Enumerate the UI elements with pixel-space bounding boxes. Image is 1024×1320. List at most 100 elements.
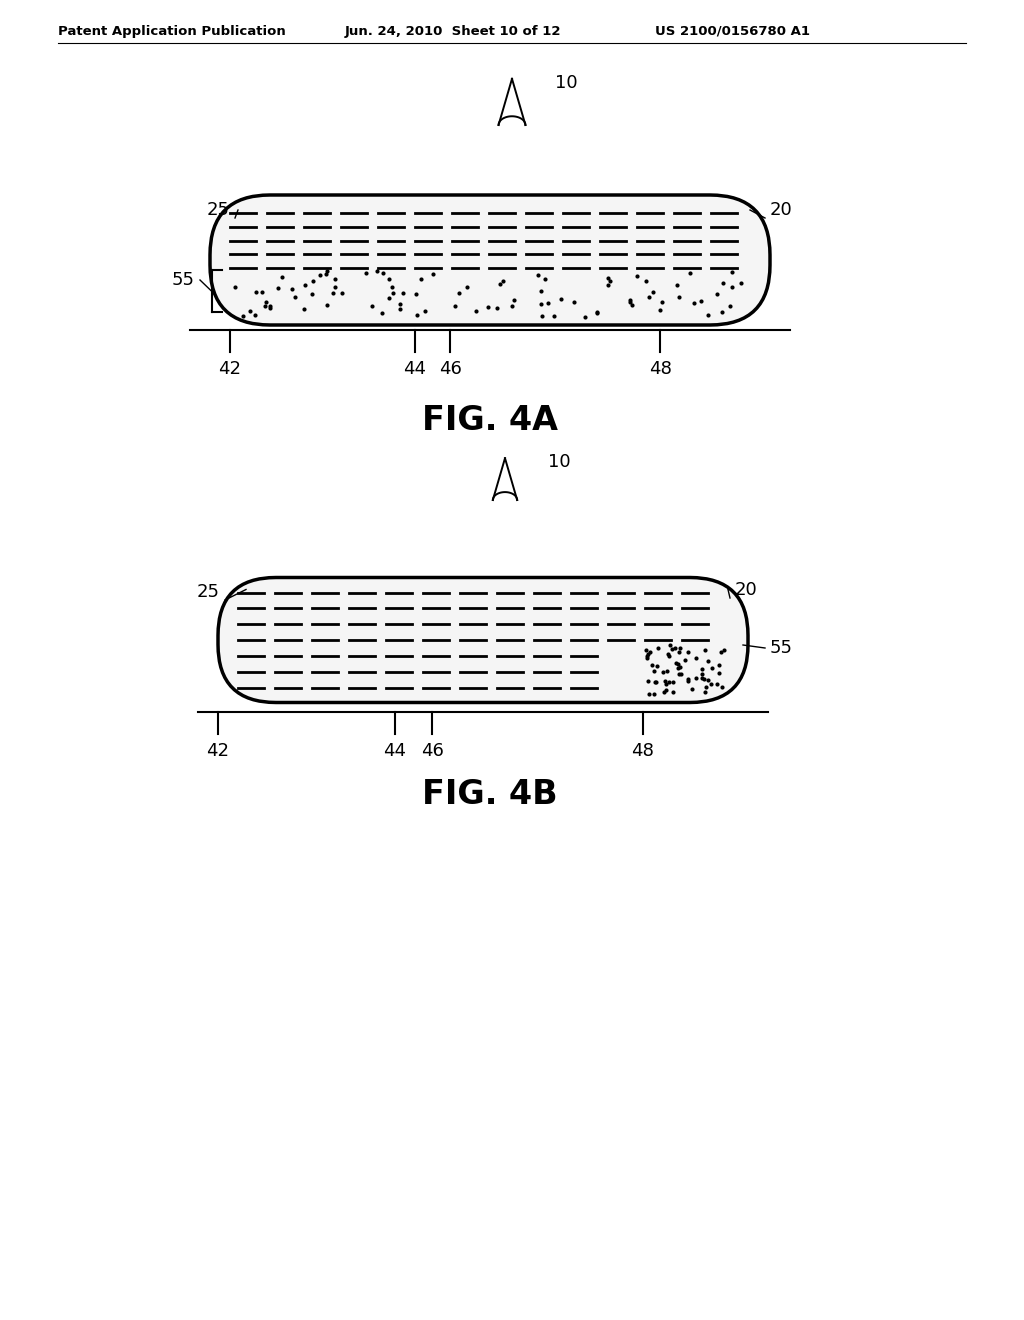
Point — [668, 652, 684, 673]
Point — [327, 269, 343, 290]
Point — [506, 289, 522, 310]
Point — [317, 264, 334, 285]
Point — [665, 681, 681, 702]
Point — [665, 639, 681, 660]
Point — [384, 276, 400, 297]
Point — [667, 638, 683, 659]
Point — [577, 306, 593, 327]
Point — [334, 282, 350, 304]
Point — [688, 647, 705, 668]
Point — [711, 663, 727, 684]
Point — [262, 298, 279, 319]
Text: 20: 20 — [770, 201, 793, 219]
Point — [640, 671, 656, 692]
Text: 46: 46 — [421, 742, 443, 760]
Point — [666, 671, 682, 692]
Text: US 2100/0156780 A1: US 2100/0156780 A1 — [655, 25, 810, 38]
Point — [274, 267, 291, 288]
Point — [504, 296, 520, 317]
Point — [394, 282, 411, 304]
Point — [722, 296, 738, 317]
Point — [680, 642, 696, 663]
Point — [600, 267, 616, 288]
Point — [646, 671, 663, 692]
Point — [657, 678, 674, 700]
Point — [693, 659, 710, 680]
Point — [623, 289, 639, 310]
Point — [658, 673, 675, 694]
Point — [680, 671, 696, 692]
Point — [408, 284, 424, 305]
Text: 25: 25 — [207, 201, 230, 219]
Point — [540, 293, 556, 314]
Point — [640, 643, 656, 664]
Text: 20: 20 — [735, 581, 758, 599]
Text: Jun. 24, 2010  Sheet 10 of 12: Jun. 24, 2010 Sheet 10 of 12 — [345, 25, 561, 38]
Point — [413, 268, 429, 289]
Point — [696, 639, 713, 660]
Point — [553, 288, 569, 309]
Point — [319, 261, 336, 282]
Point — [714, 301, 730, 322]
Point — [446, 296, 463, 317]
Point — [644, 281, 660, 302]
Point — [709, 282, 725, 304]
Point — [699, 305, 716, 326]
Point — [699, 669, 716, 690]
Text: FIG. 4A: FIG. 4A — [422, 404, 558, 437]
Point — [284, 279, 300, 300]
Point — [684, 678, 700, 700]
Point — [640, 684, 656, 705]
Point — [589, 302, 605, 323]
FancyBboxPatch shape — [210, 195, 770, 325]
Text: 10: 10 — [548, 453, 570, 471]
Point — [262, 296, 279, 317]
Point — [649, 656, 666, 677]
Point — [651, 300, 668, 321]
Point — [659, 660, 676, 681]
Point — [672, 638, 688, 659]
Point — [638, 271, 654, 292]
Point — [642, 642, 658, 663]
Point — [369, 260, 385, 281]
Point — [697, 677, 714, 698]
Point — [639, 648, 655, 669]
Point — [671, 642, 687, 663]
Point — [645, 684, 662, 705]
Point — [364, 296, 380, 317]
Point — [451, 282, 467, 304]
Point — [656, 681, 673, 702]
Point — [671, 664, 687, 685]
Point — [296, 298, 312, 319]
Point — [646, 660, 663, 681]
Point — [660, 645, 677, 667]
Point — [694, 668, 711, 689]
Point — [644, 655, 660, 676]
Point — [254, 282, 270, 304]
Point — [670, 657, 686, 678]
Point — [529, 264, 546, 285]
Point — [489, 298, 506, 319]
Text: 48: 48 — [632, 742, 654, 760]
Point — [641, 286, 657, 308]
Point — [709, 673, 725, 694]
Point — [311, 264, 328, 285]
Point — [318, 294, 335, 315]
Text: 55: 55 — [172, 271, 195, 289]
Point — [304, 271, 321, 292]
Point — [724, 276, 740, 297]
Point — [327, 277, 343, 298]
Point — [459, 277, 475, 298]
Point — [248, 281, 264, 302]
Text: 55: 55 — [770, 639, 793, 657]
Point — [671, 286, 687, 308]
Point — [724, 261, 740, 282]
Point — [715, 273, 731, 294]
Point — [493, 273, 509, 294]
Point — [639, 645, 655, 667]
Point — [374, 302, 390, 323]
Point — [297, 275, 313, 296]
Point — [391, 298, 408, 319]
Point — [532, 293, 549, 314]
Point — [600, 275, 616, 296]
